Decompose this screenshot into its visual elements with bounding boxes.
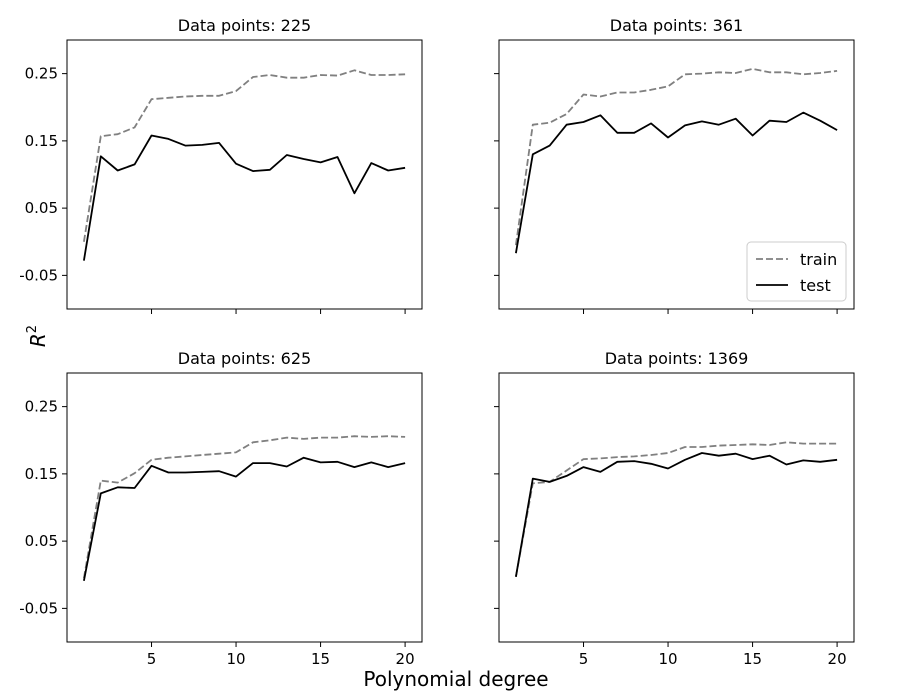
series-line-test	[515, 111, 838, 254]
x-tick-label: 10	[659, 650, 678, 668]
y-tick-label: 0.25	[25, 398, 58, 416]
y-tick-label: 0.15	[25, 465, 58, 483]
panel-title: Data points: 225	[178, 16, 311, 35]
x-axis-label: Polynomial degree	[363, 667, 548, 691]
y-axis-label: R2	[25, 325, 50, 347]
series-line-test	[83, 456, 406, 581]
series-line-test	[515, 452, 838, 577]
x-tick-label: 5	[147, 650, 157, 668]
y-tick-label: 0.15	[25, 132, 58, 150]
legend: train test	[746, 241, 847, 302]
series-line-test	[83, 134, 406, 261]
series-line-train	[83, 69, 406, 242]
x-tick-label: 20	[396, 650, 415, 668]
legend-label-test: test	[800, 276, 831, 295]
y-tick-label: 0.05	[25, 199, 58, 217]
x-tick-label: 15	[311, 650, 330, 668]
y-tick-label: -0.05	[19, 599, 58, 617]
x-tick-label: 10	[227, 650, 246, 668]
series-line-train	[83, 435, 406, 579]
panel-frame	[498, 372, 855, 643]
series-line-train	[515, 441, 838, 577]
x-tick-label: 5	[579, 650, 589, 668]
panel-frame	[498, 39, 855, 310]
panel-title: Data points: 625	[178, 349, 311, 368]
panel-title: Data points: 361	[610, 16, 743, 35]
y-tick-label: 0.05	[25, 532, 58, 550]
y-tick-label: 0.25	[25, 65, 58, 83]
panel-frame	[66, 372, 423, 643]
panel-1: Data points: 225 -0.05 0.05 0.15 0.25	[19, 16, 423, 314]
x-tick-label: 15	[743, 650, 762, 668]
y-axis-label-base: R	[26, 333, 50, 347]
legend-label-train: train	[800, 250, 837, 269]
panel-3: Data points: 625 -0.05 0.05 0.15 0.25 5 10 15 20	[19, 349, 423, 668]
legend-box	[746, 241, 847, 302]
svg-text:R2: R2	[25, 325, 50, 347]
series-line-train	[515, 68, 838, 246]
panel-title: Data points: 1369	[605, 349, 749, 368]
panel-4: Data points: 1369 5 10 15 20	[494, 349, 855, 668]
y-axis-label-sup: 2	[25, 325, 40, 333]
y-tick-label: -0.05	[19, 266, 58, 284]
x-tick-label: 20	[828, 650, 847, 668]
panel-frame	[66, 39, 423, 310]
panel-2: Data points: 361 train test	[494, 16, 855, 314]
